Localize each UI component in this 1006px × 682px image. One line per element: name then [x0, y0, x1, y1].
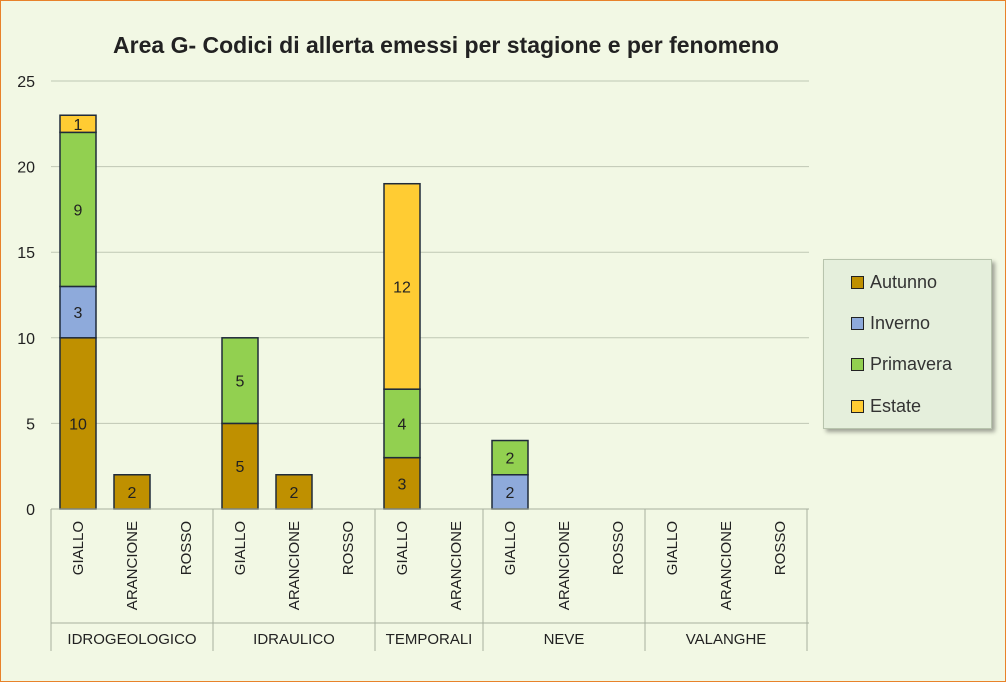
- x-tick-label: ARANCIONE: [286, 521, 303, 610]
- legend-label: Inverno: [870, 312, 931, 333]
- x-group-label: IDRAULICO: [253, 631, 335, 648]
- data-label: 5: [236, 374, 245, 391]
- x-tick-label: GIALLO: [394, 521, 411, 575]
- gridlines: [51, 80, 809, 424]
- bar-segment: [383, 456, 421, 510]
- x-tick-label: ROSSO: [772, 521, 789, 575]
- legend-swatch: [851, 316, 864, 330]
- legend-label: Primavera: [870, 353, 953, 374]
- data-label: 2: [506, 485, 515, 502]
- bar-segment: [221, 337, 259, 425]
- x-group-label: IDROGEOLOGICO: [67, 631, 196, 648]
- x-tick-label: ARANCIONE: [124, 521, 141, 610]
- y-tick-label: 15: [17, 245, 35, 262]
- bar-segment: [59, 285, 97, 339]
- x-tick-label: GIALLO: [232, 521, 249, 575]
- bar-segment: [383, 182, 421, 390]
- y-tick-label: 20: [17, 160, 35, 177]
- legend-swatch: [851, 275, 864, 289]
- bar-segment: [59, 114, 97, 134]
- x-tick-label: ARANCIONE: [556, 521, 573, 610]
- legend-item-inverno: Inverno: [851, 313, 930, 333]
- data-label: 2: [128, 485, 137, 502]
- data-label: 1: [74, 117, 83, 134]
- x-tick-label: ROSSO: [610, 521, 627, 575]
- data-label: 2: [506, 451, 515, 468]
- legend-swatch: [851, 357, 864, 371]
- x-tick-label: ROSSO: [178, 521, 195, 575]
- data-label: 3: [74, 305, 83, 322]
- y-axis: 0 5 10 15 20 25: [17, 74, 35, 519]
- bar-segment: [59, 337, 97, 510]
- data-label: 10: [69, 416, 87, 433]
- legend-item-estate: Estate: [851, 396, 921, 416]
- x-group-label: NEVE: [544, 631, 585, 648]
- x-group-label: TEMPORALI: [386, 631, 473, 648]
- x-axis: GIALLO ARANCIONE ROSSO GIALLO ARANCIONE ROSSO…: [50, 508, 809, 651]
- y-tick-label: 0: [26, 502, 35, 519]
- legend-item-primavera: Primavera: [851, 354, 952, 374]
- x-tick-label: ARANCIONE: [718, 521, 735, 610]
- y-tick-label: 10: [17, 331, 35, 348]
- legend-swatch: [851, 399, 864, 413]
- bar-segment: [491, 474, 529, 510]
- y-tick-label: 25: [17, 74, 35, 91]
- x-tick-label: ROSSO: [340, 521, 357, 575]
- x-tick-label: GIALLO: [502, 521, 519, 575]
- x-tick-label: GIALLO: [664, 521, 681, 575]
- y-tick-label: 5: [26, 416, 35, 433]
- legend-label: Estate: [870, 395, 922, 416]
- legend-label: Autunno: [870, 271, 938, 292]
- chart-title: Area G- Codici di allerta emessi per sta…: [113, 32, 779, 58]
- bar-segment: [59, 131, 97, 288]
- data-label: 4: [398, 416, 407, 433]
- x-tick-label: GIALLO: [70, 521, 87, 575]
- x-group-label: VALANGHE: [686, 631, 767, 648]
- bar-segment: [491, 439, 529, 476]
- legend: Autunno Inverno Primavera Estate: [823, 259, 992, 429]
- x-tick-label: ARANCIONE: [448, 521, 465, 610]
- bar-segment: [221, 422, 259, 510]
- data-label: 2: [290, 485, 299, 502]
- bar-segment: [113, 474, 151, 510]
- data-label: 5: [236, 459, 245, 476]
- data-label: 3: [398, 476, 407, 493]
- data-label: 9: [74, 202, 83, 219]
- legend-item-autunno: Autunno: [851, 272, 937, 292]
- data-label: 12: [393, 279, 411, 296]
